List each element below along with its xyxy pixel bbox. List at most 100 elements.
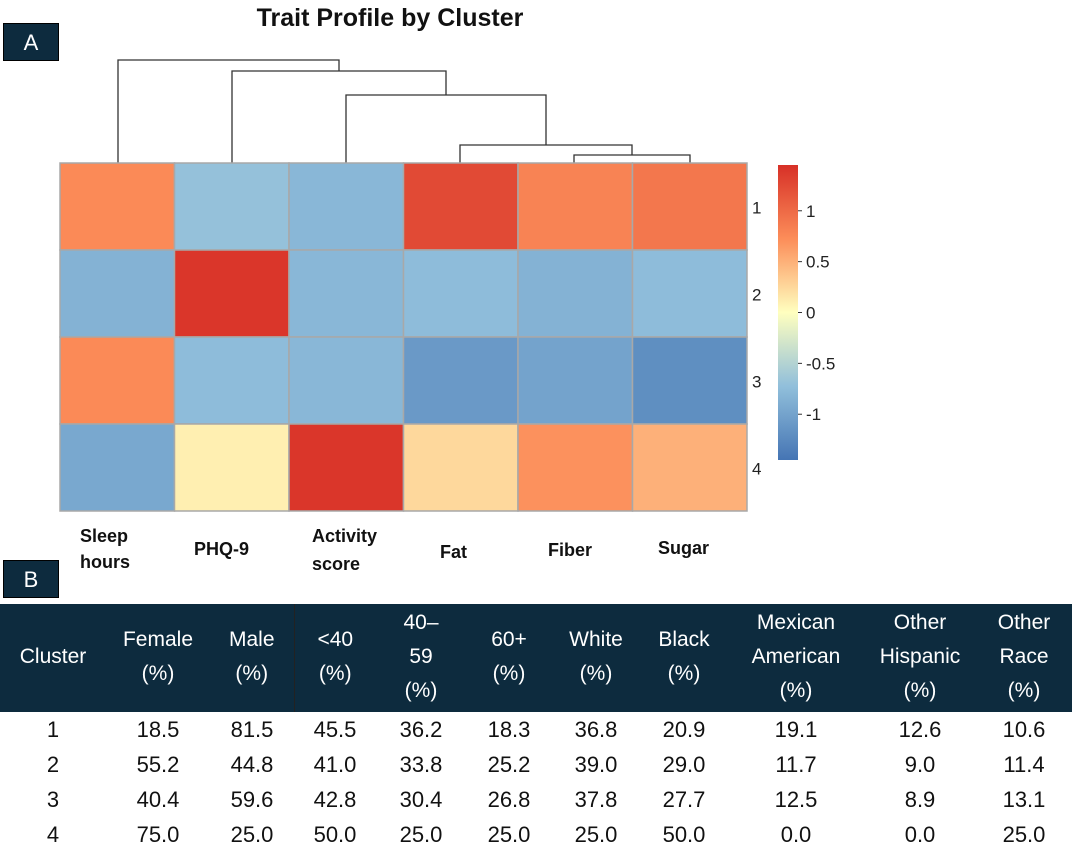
heatmap-column-label: Activity	[312, 526, 377, 546]
table-cell: 11.4	[1003, 751, 1045, 777]
panel-label-b: B	[3, 560, 59, 598]
table-cell: 55.2	[136, 751, 180, 777]
heatmap-cell-r1-activity-score	[288, 162, 405, 251]
heatmap-cell-r2-sugar	[631, 249, 748, 338]
heatmap-column-label: hours	[80, 552, 130, 572]
table-cell: 12.6	[898, 716, 942, 742]
table-cell: 11.7	[775, 751, 817, 777]
heatmap-cell-r1-sleep-hours	[59, 162, 176, 251]
table-header-cell: 40– 59 (%)	[403, 611, 439, 702]
table-cell: 50.0	[662, 821, 706, 847]
heatmap-column-label: score	[312, 554, 360, 574]
heatmap-cell-r4-sugar	[631, 423, 748, 512]
table-cell: 25.0	[399, 821, 443, 847]
table-cell: 25.2	[487, 751, 531, 777]
heatmap-cell-r3-fiber	[517, 336, 634, 425]
color-legend-bar	[778, 165, 798, 460]
table-cell: 30.4	[399, 786, 443, 812]
table-cell: 0.0	[904, 821, 936, 847]
table-header-row: Cluster Female (%) Male (%) <40 (%) 40– 59 (%) 60+…	[0, 604, 1072, 712]
chart-title: Trait Profile by Cluster	[256, 4, 524, 32]
table-cell: 9.0	[904, 751, 936, 777]
table-header-cell: Other Race (%)	[997, 611, 1051, 702]
dendrogram-branch	[573, 154, 691, 163]
table-cell: 44.8	[230, 751, 274, 777]
dendrogram-branch	[231, 70, 447, 163]
heatmap-cell-r2-phq-9	[173, 249, 290, 338]
heatmap-column-label: Fat	[440, 542, 467, 562]
legend-tick-label: 1	[806, 202, 815, 221]
table-cell: 36.2	[399, 716, 443, 742]
heatmap-cell-r3-phq-9	[173, 336, 290, 425]
table-cell: 4	[46, 821, 60, 847]
legend-tick-label: -1	[806, 405, 821, 424]
table-cell: 18.3	[487, 716, 531, 742]
demographics-table: Cluster Female (%) Male (%) <40 (%) 40– 59 (%) 60+…	[0, 604, 1072, 852]
table-header-cell: Female (%)	[122, 628, 194, 685]
dendrogram-branch	[345, 94, 547, 163]
table-header-cell: Black (%)	[658, 628, 710, 685]
heatmap-cell-r1-fiber	[517, 162, 634, 251]
heatmap-cell-r3-activity-score	[288, 336, 405, 425]
heatmap-cell-r3-sleep-hours	[59, 336, 176, 425]
table-header-cell: Other Hispanic (%)	[879, 611, 961, 702]
heatmap-cell-r4-activity-score	[288, 423, 405, 512]
table-cell: 75.0	[136, 821, 180, 847]
heatmap-column-label: Fiber	[548, 540, 592, 560]
table-cell: 19.1	[774, 716, 818, 742]
panel-label-a: A	[3, 23, 59, 61]
table-row: 2 55.2 44.8 41.0 33.8 25.2 39.0 29.0 11.7 9.0 11.4	[0, 747, 1072, 782]
heatmap-row-label: 1	[752, 199, 761, 218]
heatmap-cell-r1-fat	[402, 162, 519, 251]
table-cell: 59.6	[230, 786, 274, 812]
table-cell: 13.1	[1002, 786, 1046, 812]
table-cell: 10.6	[1002, 716, 1046, 742]
heatmap-cell-r4-fat	[402, 423, 519, 512]
table-header-cell: 60+ (%)	[491, 628, 527, 685]
heatmap-cell-r2-activity-score	[288, 249, 405, 338]
table-cell: 20.9	[662, 716, 706, 742]
table-cell: 40.4	[136, 786, 180, 812]
heatmap-column-label: Sleep	[80, 526, 128, 546]
table-cell: 0.0	[780, 821, 812, 847]
table-cell: 8.9	[904, 786, 936, 812]
table-header-cell: Male (%)	[228, 628, 275, 685]
table-row: 3 40.4 59.6 42.8 30.4 26.8 37.8 27.7 12.5 8.9 13.1	[0, 782, 1072, 817]
heatmap-cell-r2-fiber	[517, 249, 634, 338]
table-cell: 33.8	[399, 751, 443, 777]
table-cell: 18.5	[136, 716, 180, 742]
table-cell: 36.8	[574, 716, 618, 742]
table-cell: 25.0	[574, 821, 618, 847]
table-cell: 26.8	[487, 786, 531, 812]
table-cell: 42.8	[313, 786, 357, 812]
table-cell: 50.0	[313, 821, 357, 847]
heatmap-cell-r2-sleep-hours	[59, 249, 176, 338]
legend-tick-label: -0.5	[806, 354, 835, 373]
legend-tick-label: 0	[806, 304, 815, 323]
table-cell: 25.0	[487, 821, 531, 847]
heatmap-chart: 1 2 3 4 Sleep hours PHQ-9 Activity score Fat Fibe…	[59, 59, 835, 574]
table-cell: 27.7	[662, 786, 706, 812]
table-cell: 29.0	[662, 751, 706, 777]
table-cell: 37.8	[574, 786, 618, 812]
heatmap-cell-r3-sugar	[631, 336, 748, 425]
heatmap-cell-r2-fat	[402, 249, 519, 338]
table-header-cell: Mexican American (%)	[751, 611, 841, 702]
heatmap-cell-r4-fiber	[517, 423, 634, 512]
table-header-cell: Cluster	[19, 645, 87, 668]
heatmap-row-label: 3	[752, 373, 761, 392]
table-header-cell: <40 (%)	[293, 604, 376, 712]
legend-tick-label: 0.5	[806, 253, 830, 272]
heatmap-column-label: Sugar	[658, 538, 709, 558]
heatmap-column-label: PHQ-9	[194, 539, 249, 559]
table-row: 1 18.5 81.5 45.5 36.2 18.3 36.8 20.9 19.1 12.6 10.…	[0, 712, 1072, 747]
heatmap-row-label: 4	[752, 460, 761, 479]
table-cell: 25.0	[1002, 821, 1046, 847]
table-cell: 39.0	[574, 751, 618, 777]
heatmap-cell-r3-fat	[402, 336, 519, 425]
table-header-cell: White (%)	[569, 628, 623, 685]
heatmap-cell-r4-phq-9	[173, 423, 290, 512]
heatmap-cell-r1-phq-9	[173, 162, 290, 251]
table-cell: 25.0	[230, 821, 274, 847]
table-cell: 1	[46, 716, 60, 742]
